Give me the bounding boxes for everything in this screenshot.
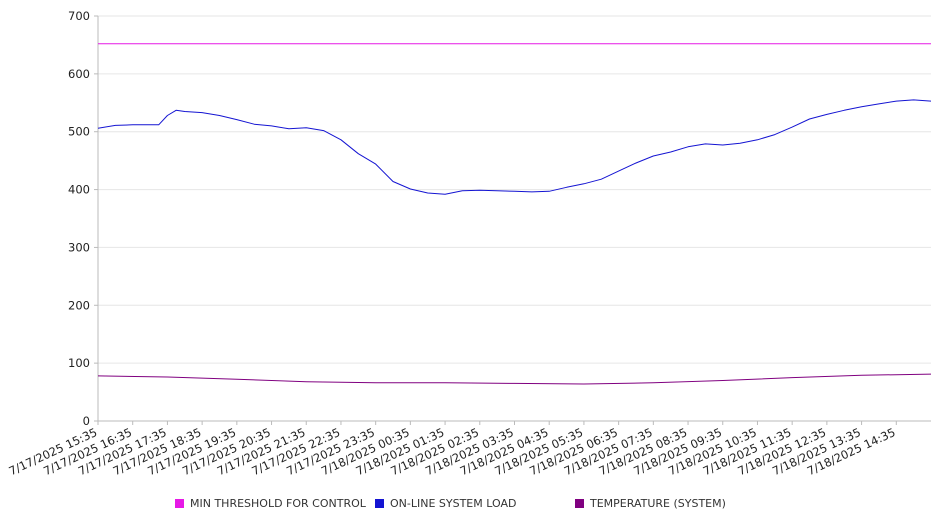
y-tick-label: 100 (68, 356, 90, 370)
series-line-on-line-system-load (97, 99, 932, 195)
legend-label-temperature: TEMPERATURE (SYSTEM) (590, 497, 726, 510)
y-tick-label: 700 (68, 9, 90, 23)
y-tick-label: 400 (68, 183, 90, 197)
y-tick-label: 200 (68, 298, 90, 312)
y-tick-label: 0 (83, 414, 90, 428)
legend-swatch-temperature (575, 499, 584, 508)
y-tick-label: 300 (68, 240, 90, 254)
legend-label-min-threshold: MIN THRESHOLD FOR CONTROL (190, 497, 366, 510)
legend-label-system-load: ON-LINE SYSTEM LOAD (390, 497, 517, 510)
y-axis-ticks: 0 100 200 300 400 500 600 700 (68, 9, 98, 428)
legend: MIN THRESHOLD FOR CONTROL ON-LINE SYSTEM… (0, 497, 946, 515)
series-line-temperature-system (97, 373, 932, 385)
legend-item-temperature: TEMPERATURE (SYSTEM) (575, 497, 726, 510)
y-tick-label: 500 (68, 125, 90, 139)
series-lines (97, 43, 932, 385)
legend-swatch-system-load (375, 499, 384, 508)
axes (97, 16, 931, 422)
gridlines (98, 15, 931, 364)
legend-item-min-threshold: MIN THRESHOLD FOR CONTROL (175, 497, 366, 510)
x-axis-ticks: 7/17/2025 15:357/17/2025 16:357/17/2025 … (7, 421, 898, 478)
legend-swatch-min-threshold (175, 499, 184, 508)
legend-item-system-load: ON-LINE SYSTEM LOAD (375, 497, 516, 510)
y-tick-label: 600 (68, 67, 90, 81)
